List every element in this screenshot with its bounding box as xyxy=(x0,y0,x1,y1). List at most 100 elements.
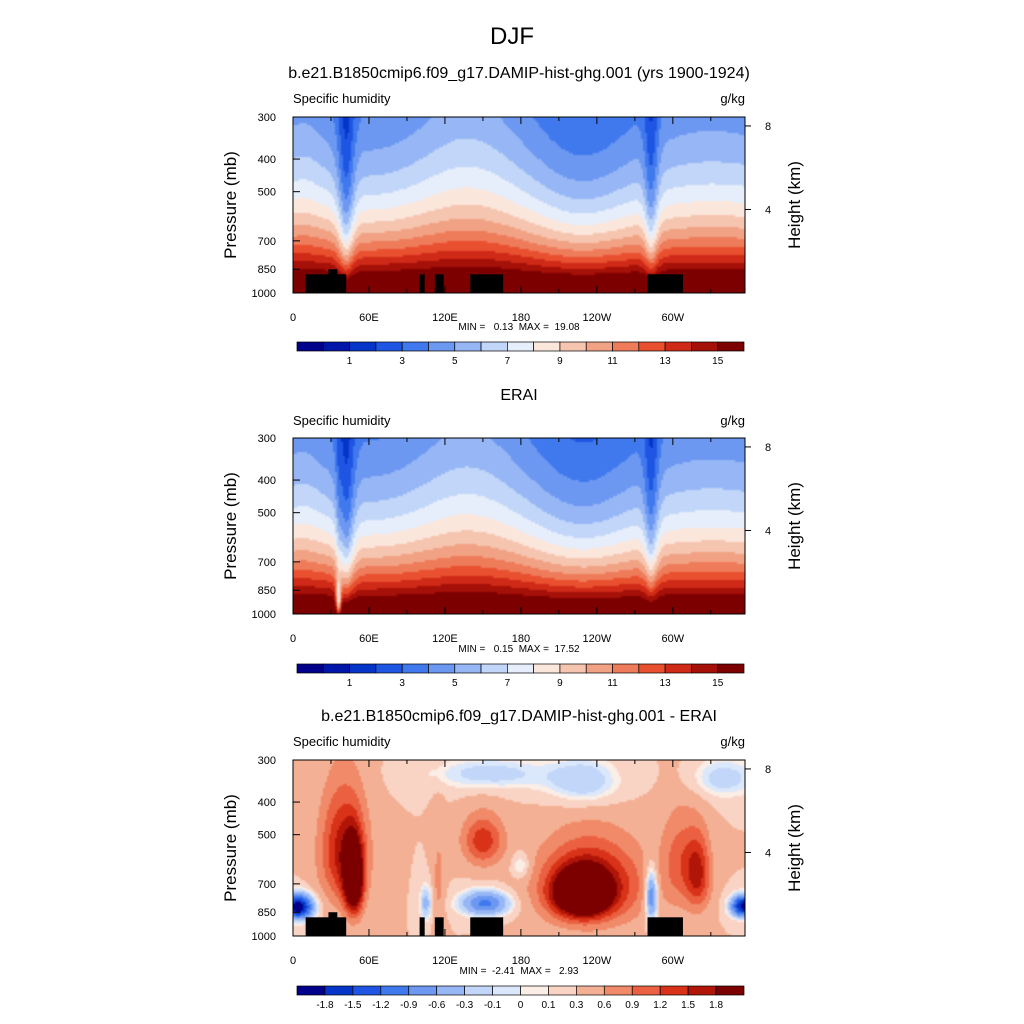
x-tick-label: 0 xyxy=(290,633,296,645)
height-tick-label: 8 xyxy=(765,121,771,133)
colorbar-label: -0.1 xyxy=(484,1000,502,1011)
colorbar-box xyxy=(454,663,482,674)
colorbar-box xyxy=(401,341,429,352)
colorbar-box xyxy=(585,663,613,674)
colorbar-label: 7 xyxy=(505,356,511,367)
stats-text: MIN = 0.15 MAX = 17.52 xyxy=(458,644,580,655)
y-tick-label: 500 xyxy=(258,508,276,520)
y-tick-label: 850 xyxy=(258,585,276,597)
right-string: g/kg xyxy=(720,413,745,428)
land-mask xyxy=(328,269,338,293)
x-tick-label: 60E xyxy=(359,955,379,967)
y-tick-label: 500 xyxy=(258,830,276,842)
colorbar-box xyxy=(352,985,382,996)
panel-title: b.e21.B1850cmip6.f09_g17.DAMIP-hist-ghg.… xyxy=(321,708,717,725)
y-tick-label: 700 xyxy=(258,236,276,248)
colorbar-box xyxy=(408,985,438,996)
y-tick-label: 850 xyxy=(258,264,276,276)
colorbar-box xyxy=(349,663,377,674)
colorbar-box xyxy=(548,985,577,996)
colorbar-box xyxy=(603,985,633,996)
y-tick-label: 1000 xyxy=(252,288,276,300)
colorbar-label: 3 xyxy=(399,356,405,367)
colorbar-label: 0.9 xyxy=(625,1000,639,1011)
colorbar-box xyxy=(715,985,745,996)
x-tick-label: 120W xyxy=(582,312,611,324)
stats-text: MIN = 0.13 MAX = 19.08 xyxy=(458,322,580,333)
land-mask xyxy=(434,274,444,293)
x-tick-label: 120W xyxy=(582,633,611,645)
height-tick-label: 8 xyxy=(765,764,771,776)
chart-panel-2: ERAI Specific humidity g/kg 0 60E 120E 180 120W… xyxy=(221,387,804,689)
x-tick-label: 60E xyxy=(359,312,379,324)
colorbar-label: 9 xyxy=(557,678,563,689)
x-tick-label: 0 xyxy=(290,955,296,967)
colorbar-box xyxy=(296,985,326,996)
colorbar-label: 11 xyxy=(607,356,618,367)
colorbar-box xyxy=(322,663,350,674)
right-string: g/kg xyxy=(720,734,745,749)
colorbar-box xyxy=(691,663,719,674)
plot-frame xyxy=(292,759,746,937)
land-mask xyxy=(305,274,347,293)
height-tick-label: 4 xyxy=(765,204,771,216)
colorbar-label: 3 xyxy=(399,678,405,689)
land-mask xyxy=(328,912,338,936)
x-tick-label: 180 xyxy=(512,312,530,324)
x-tick-label: 120E xyxy=(432,633,458,645)
colorbar-label: 13 xyxy=(660,678,672,689)
height-tick-label: 4 xyxy=(765,847,771,859)
y-axis-right-label: Height (km) xyxy=(785,482,804,570)
colorbar-label: 5 xyxy=(452,356,458,367)
colorbar-box xyxy=(664,341,692,352)
contour-field xyxy=(293,438,745,614)
y-axis-right-label: Height (km) xyxy=(785,161,804,249)
colorbar-box xyxy=(533,663,561,674)
plot-frame xyxy=(292,116,746,294)
colorbar-label: 13 xyxy=(660,356,672,367)
colorbar-box xyxy=(612,663,640,674)
colorbar-box xyxy=(480,341,508,352)
colorbar-box xyxy=(480,663,508,674)
colorbar-box xyxy=(349,341,377,352)
x-tick-label: 120W xyxy=(582,955,611,967)
colorbar: -1.8 -1.5 -1.2 -0.9 -0.6 -0.3 -0.1 0 0.1 0.3 0.6 0.… xyxy=(296,985,745,1011)
x-tick-label: 60W xyxy=(662,955,685,967)
land-mask xyxy=(647,917,683,936)
y-tick-label: 1000 xyxy=(252,931,276,943)
plot-frame xyxy=(292,437,746,615)
colorbar-box xyxy=(380,985,410,996)
colorbar-box xyxy=(664,663,692,674)
colorbar-box xyxy=(717,663,745,674)
colorbar-box xyxy=(638,341,666,352)
y-tick-label: 400 xyxy=(258,154,276,166)
colorbar-label: -1.2 xyxy=(372,1000,390,1011)
colorbar-box xyxy=(559,663,587,674)
x-tick-label: 120E xyxy=(432,312,458,324)
colorbar-label: 0.3 xyxy=(569,1000,583,1011)
y-tick-label: 700 xyxy=(258,557,276,569)
x-tick-label: 60W xyxy=(662,312,685,324)
figure-title: DJF xyxy=(490,23,534,50)
land-mask xyxy=(647,274,683,293)
colorbar-box xyxy=(687,985,717,996)
colorbar-box xyxy=(631,985,661,996)
colorbar-box xyxy=(659,985,689,996)
x-tick-label: 60W xyxy=(662,633,685,645)
y-axis-label: Pressure (mb) xyxy=(221,794,240,902)
y-axis-label: Pressure (mb) xyxy=(221,472,240,580)
chart-panel-3: b.e21.B1850cmip6.f09_g17.DAMIP-hist-ghg.… xyxy=(221,708,804,1011)
right-string: g/kg xyxy=(720,91,745,106)
colorbar-label: -0.9 xyxy=(400,1000,418,1011)
colorbar-label: 1.5 xyxy=(681,1000,695,1011)
stats-text: MIN = -2.41 MAX = 2.93 xyxy=(460,966,579,977)
chart-panel-1: b.e21.B1850cmip6.f09_g17.DAMIP-hist-ghg.… xyxy=(221,65,804,367)
colorbar-label: 15 xyxy=(712,356,724,367)
colorbar-box xyxy=(436,985,465,996)
height-tick-label: 8 xyxy=(765,442,771,454)
colorbar-box xyxy=(559,341,587,352)
y-axis-right-label: Height (km) xyxy=(785,804,804,892)
colorbar-label: -1.5 xyxy=(344,1000,362,1011)
colorbar-label: 1 xyxy=(347,356,353,367)
